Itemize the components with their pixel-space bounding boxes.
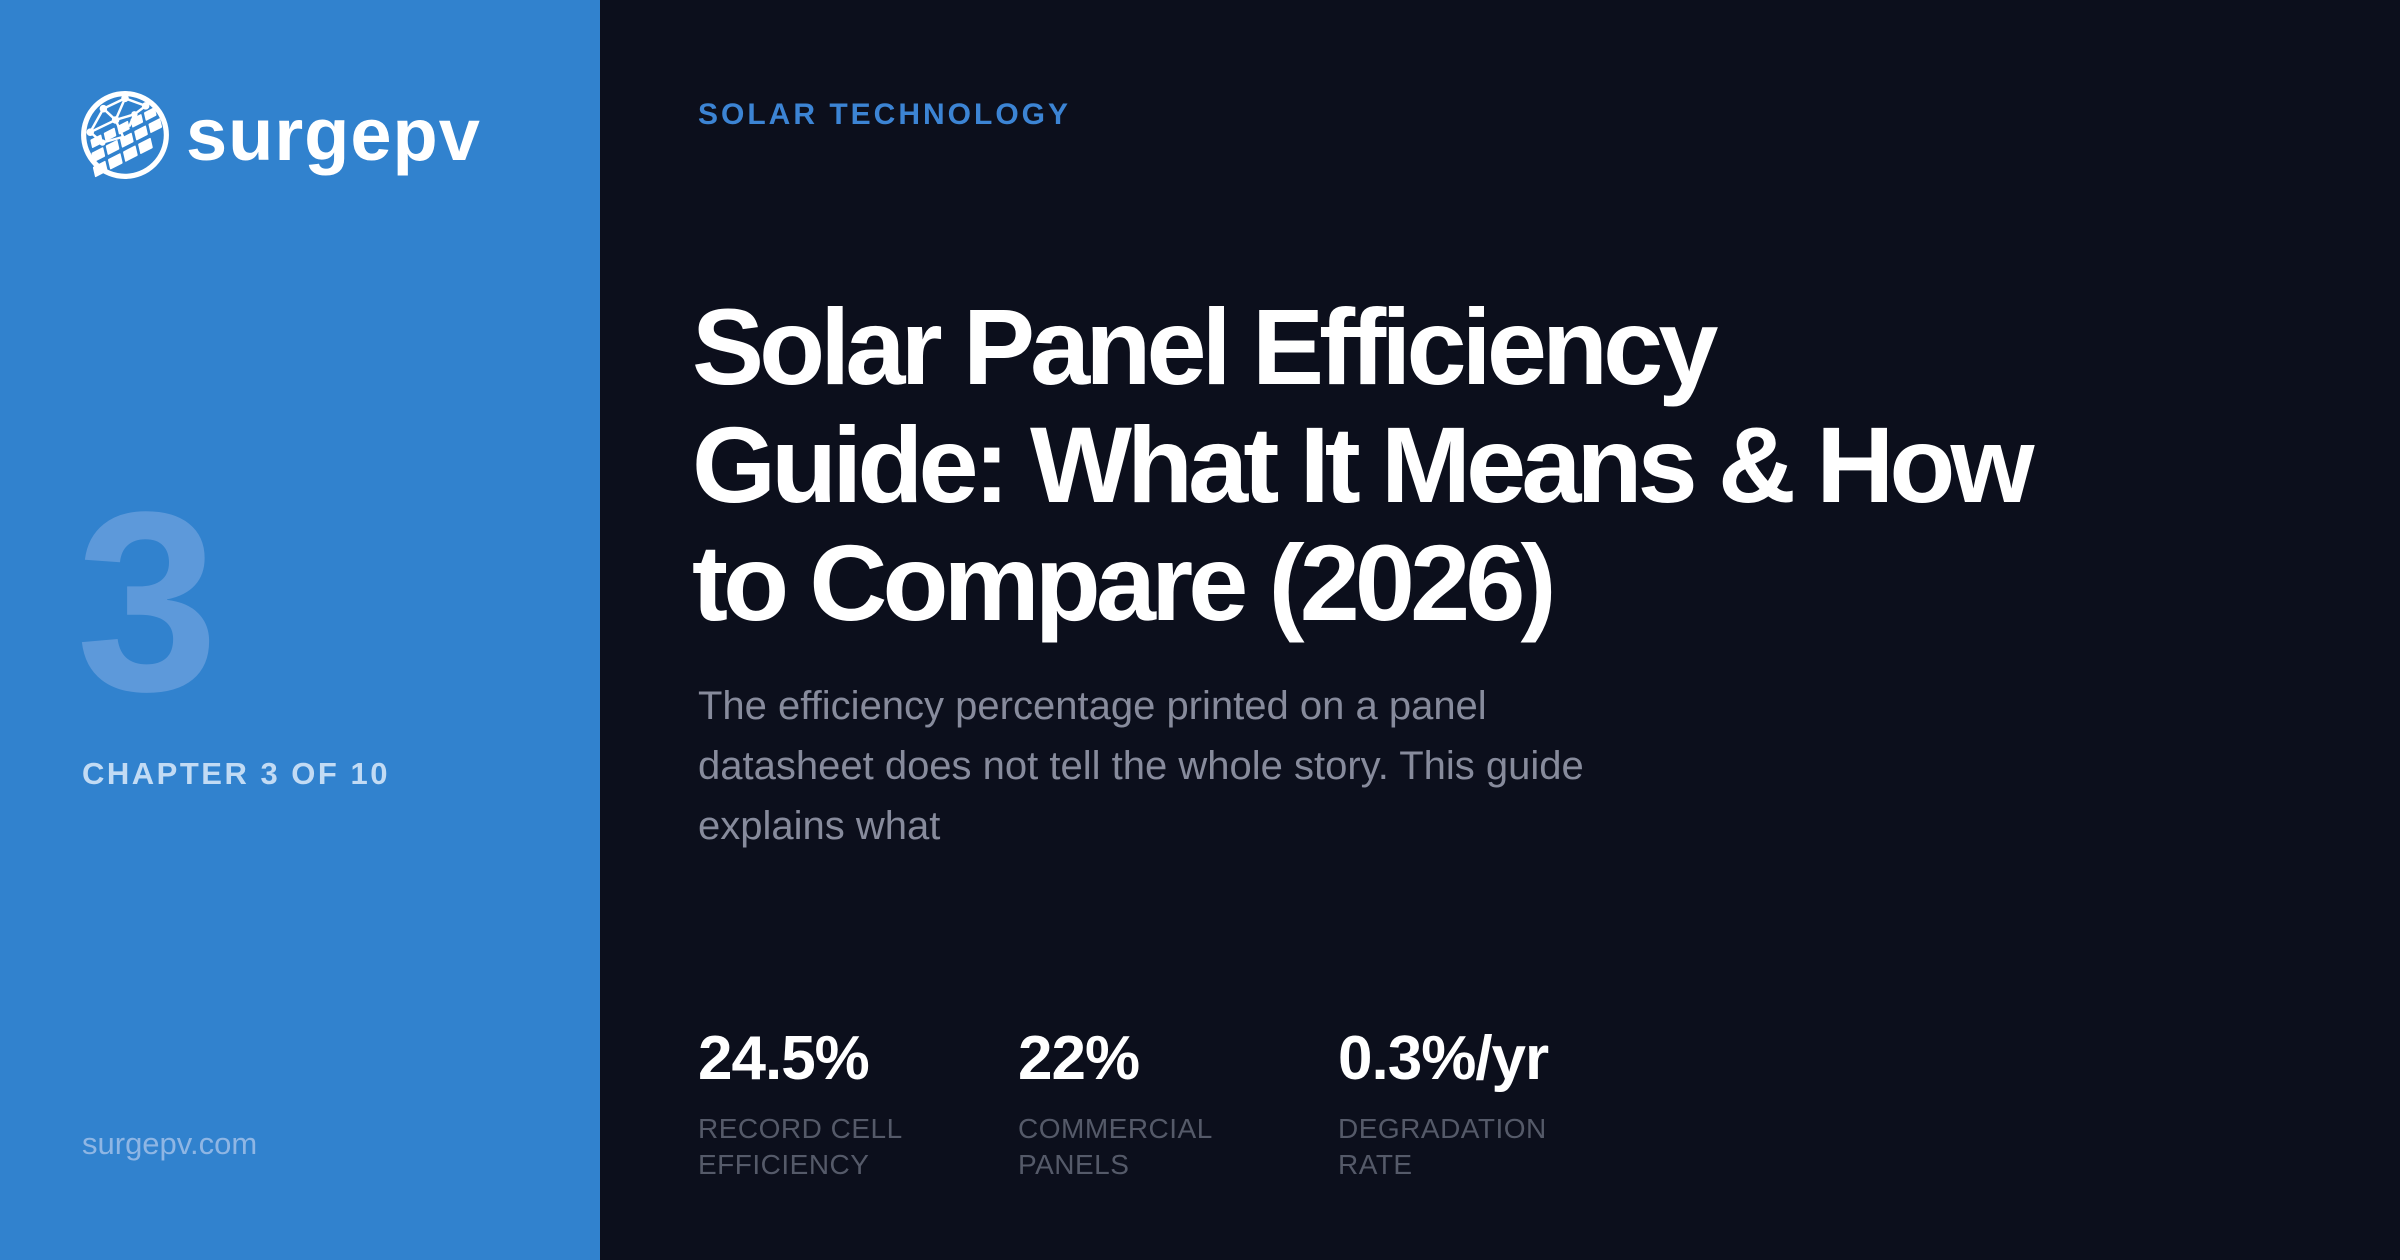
stat-commercial-panels: 22% COMMERCIAL PANELS xyxy=(1018,1028,1338,1183)
stat-label: COMMERCIAL PANELS xyxy=(1018,1113,1213,1180)
page-title-line-3: to Compare (2026) xyxy=(692,522,1556,643)
page-title-line-2: Guide: What It Means & How xyxy=(692,404,2035,525)
subtitle-line-3: explains what xyxy=(698,804,941,848)
brand-logo: surgepv xyxy=(78,88,481,182)
stat-value: 0.3%/yr xyxy=(1338,1024,1549,1093)
stat-record-cell-efficiency: 24.5% RECORD CELL EFFICIENCY xyxy=(698,1028,1018,1183)
subtitle-line-2: datasheet does not tell the whole story.… xyxy=(698,744,1584,788)
stat-value: 24.5% xyxy=(698,1024,870,1093)
solar-globe-icon xyxy=(81,91,169,179)
stats-row: 24.5% RECORD CELL EFFICIENCY 22% COMMERC… xyxy=(698,1028,1658,1183)
category-kicker: SOLAR TECHNOLOGY xyxy=(698,98,1072,131)
page-title: Solar Panel Efficiency Guide: What It Me… xyxy=(692,286,2035,643)
website-url: surgepv.com xyxy=(82,1126,258,1161)
stat-label: RECORD CELL EFFICIENCY xyxy=(698,1113,903,1180)
stat-degradation-rate: 0.3%/yr DEGRADATION RATE xyxy=(1338,1028,1658,1183)
subtitle-text: The efficiency percentage printed on a p… xyxy=(698,676,1584,856)
brand-wordmark: surgepv xyxy=(186,93,481,176)
sidebar: surgepv 3 CHAPTER 3 OF 10 surgepv.com xyxy=(0,0,600,1260)
stat-label: DEGRADATION RATE xyxy=(1338,1113,1547,1180)
chapter-label: CHAPTER 3 OF 10 xyxy=(82,756,390,791)
chapter-number-watermark: 3 xyxy=(76,459,218,745)
page-title-line-1: Solar Panel Efficiency xyxy=(692,286,1718,407)
subtitle-line-1: The efficiency percentage printed on a p… xyxy=(698,684,1487,728)
stat-value: 22% xyxy=(1018,1024,1140,1093)
